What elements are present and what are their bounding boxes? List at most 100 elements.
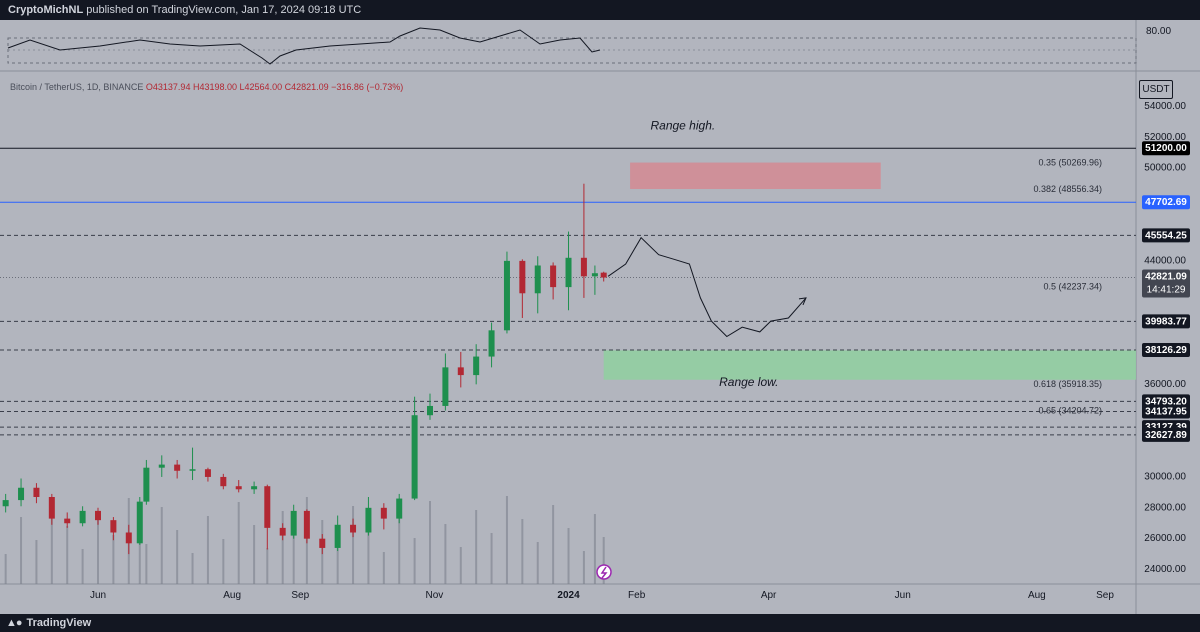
lightning-icon-bolt bbox=[600, 566, 608, 579]
volume-bar bbox=[81, 549, 84, 584]
volume-bar bbox=[398, 515, 401, 584]
chart-frame bbox=[0, 20, 1200, 614]
volume-bar bbox=[521, 519, 524, 584]
volume-bar bbox=[222, 539, 225, 584]
volume-bar bbox=[567, 528, 570, 584]
candle-body bbox=[64, 518, 71, 524]
countdown-label: 14:41:29 bbox=[1147, 285, 1186, 296]
currency-selector[interactable]: USDT bbox=[1139, 80, 1173, 99]
candle-body bbox=[143, 467, 150, 502]
tradingview-brand: TradingView bbox=[26, 617, 92, 629]
candle-body bbox=[174, 464, 181, 471]
volume-bar bbox=[292, 534, 295, 584]
volume-bar bbox=[602, 537, 605, 584]
tradingview-logo[interactable]: ▲● TradingView bbox=[6, 616, 91, 630]
volume-bar bbox=[97, 512, 99, 584]
volume-bar bbox=[281, 511, 284, 584]
rsi-top-label: 80.00 bbox=[1146, 26, 1171, 37]
price-badge-bg-9 bbox=[1142, 427, 1190, 442]
tradingview-logo-icon: ▲● bbox=[6, 617, 23, 629]
candle-body bbox=[550, 265, 557, 288]
candle-body bbox=[279, 527, 286, 536]
y-tick-label: 30000.00 bbox=[1144, 471, 1186, 482]
publisher-name[interactable]: CryptoMichNL bbox=[8, 4, 84, 16]
x-tick-label: Nov bbox=[426, 590, 444, 601]
y-tick-label: 28000.00 bbox=[1144, 502, 1186, 513]
candle-body bbox=[350, 524, 357, 533]
candle-body bbox=[18, 487, 25, 501]
price-badge-bg-2 bbox=[1142, 228, 1190, 243]
price-badge-bg-3 bbox=[1142, 269, 1190, 298]
fib-label-4: 0.65 (34204.72) bbox=[1038, 406, 1102, 416]
volume-bar bbox=[413, 538, 416, 584]
candles bbox=[2, 183, 607, 555]
candle-body bbox=[2, 500, 9, 507]
annotation-0: Range high. bbox=[650, 119, 715, 133]
x-tick-label: 2024 bbox=[557, 590, 580, 601]
candle-body bbox=[411, 415, 418, 499]
candle-body bbox=[136, 501, 143, 544]
candle-body bbox=[95, 510, 101, 521]
x-tick-label: Jun bbox=[895, 590, 911, 601]
volume-bar bbox=[536, 542, 539, 584]
candle-body bbox=[33, 487, 40, 498]
candle-body bbox=[396, 498, 403, 519]
fib-label-2: 0.5 (42237.34) bbox=[1043, 282, 1102, 292]
volume-bar bbox=[582, 551, 585, 584]
volume-bar bbox=[176, 530, 179, 584]
candle-body bbox=[334, 524, 341, 548]
volume-bar bbox=[112, 535, 115, 584]
price-badge-bg-1 bbox=[1142, 195, 1190, 210]
candle-body bbox=[264, 486, 271, 528]
projection-path bbox=[607, 236, 807, 338]
volume-bar bbox=[459, 547, 462, 584]
volume-bar bbox=[206, 516, 209, 584]
price-badge-8: 33127.39 bbox=[1145, 422, 1187, 433]
legend-high: H43198.00 bbox=[192, 82, 238, 92]
volume-bar bbox=[352, 506, 355, 584]
volume-bar bbox=[160, 507, 163, 584]
volume-bar bbox=[552, 505, 555, 584]
price-badge-1: 47702.69 bbox=[1145, 197, 1187, 208]
rsi-band bbox=[7, 37, 1137, 64]
zone-red bbox=[630, 162, 881, 190]
candle-body bbox=[189, 469, 196, 471]
price-badge-bg-0 bbox=[1142, 141, 1190, 156]
candle-body bbox=[503, 260, 510, 331]
volume-bar bbox=[237, 502, 240, 584]
candle-body bbox=[519, 260, 526, 294]
volume-bars bbox=[4, 496, 605, 584]
fib-label-3: 0.618 (35918.35) bbox=[1033, 379, 1102, 389]
candle-body bbox=[600, 272, 607, 278]
candle-body bbox=[534, 265, 541, 294]
candle-body bbox=[235, 486, 242, 490]
candle-body bbox=[204, 469, 211, 477]
candle-body bbox=[565, 257, 572, 288]
legend-open: O43137.94 bbox=[145, 82, 191, 92]
volume-bar bbox=[475, 510, 478, 584]
candle-body bbox=[457, 367, 464, 376]
y-tick-label: 26000.00 bbox=[1144, 533, 1186, 544]
candle-body bbox=[303, 510, 310, 539]
legend-change: −316.86 (−0.73%) bbox=[331, 82, 404, 92]
legend-low: L42564.00 bbox=[239, 82, 283, 92]
volume-bar bbox=[382, 552, 385, 584]
publish-text: CryptoMichNL published on TradingView.co… bbox=[8, 4, 361, 16]
candle-body bbox=[427, 405, 434, 416]
candle-body bbox=[79, 510, 86, 524]
candle-body bbox=[110, 520, 117, 533]
annotation-1: Range low. bbox=[719, 375, 778, 389]
rsi-line bbox=[7, 27, 601, 65]
legend-symbol: Bitcoin / TetherUS, 1D, BINANCE bbox=[10, 82, 144, 92]
volume-bar bbox=[505, 496, 508, 584]
price-badge-3: 42821.09 bbox=[1145, 272, 1187, 283]
candle-body bbox=[158, 464, 165, 468]
volume-bar bbox=[50, 503, 53, 584]
volume-bar bbox=[20, 517, 23, 584]
volume-bar bbox=[266, 548, 269, 584]
zone-green bbox=[603, 350, 1136, 380]
volume-bar bbox=[35, 540, 38, 584]
y-tick-label: 50000.00 bbox=[1144, 163, 1186, 174]
price-badge-bg-5 bbox=[1142, 342, 1190, 357]
